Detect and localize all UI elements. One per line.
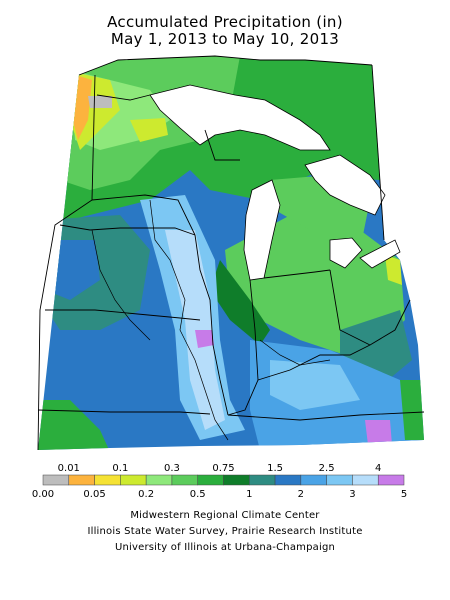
legend-swatch [274,474,302,486]
legend-top-label: 0.3 [164,463,180,474]
legend-swatch [326,474,353,486]
legend-top-labels: 0.01 0.1 0.3 0.75 1.5 2.5 4 [58,463,382,474]
legend-bottom-label: 0.05 [83,489,105,500]
legend-swatch [249,474,276,486]
credit-line-1: Midwestern Regional Climate Center [130,510,320,521]
credit-line-3: University of Illinois at Urbana-Champai… [114,542,336,553]
legend-swatch [42,474,70,486]
legend-bottom-label: 0.5 [190,489,206,500]
legend-swatch [68,474,95,486]
legend-swatch [94,474,121,486]
credit-line-2: Illinois State Water Survey, Prairie Res… [87,526,363,537]
great-lakes [149,84,401,281]
legend-swatch [171,474,198,486]
legend-bottom-label: 0.00 [32,489,54,500]
map-title: Accumulated Precipitation (in) [107,13,343,31]
legend-swatch [352,474,379,486]
precipitation-fill [38,56,424,450]
legend-bottom-label: 0.2 [138,489,154,500]
map-date-range: May 1, 2013 to May 10, 2013 [110,30,340,48]
legend-top-label: 0.75 [212,463,234,474]
legend-bottom-label: 5 [401,489,407,500]
legend-bottom-labels: 0.00 0.05 0.2 0.5 1 2 3 5 [32,489,407,500]
legend-swatch [300,474,327,486]
legend-top-label: 4 [375,463,381,474]
legend-top-label: 0.1 [112,463,128,474]
state-boundaries [37,55,425,451]
legend-swatch [223,474,250,486]
legend-swatch [197,474,224,486]
legend-top-label: 2.5 [319,463,335,474]
rivers [91,199,331,441]
legend-colorbar [42,474,405,486]
legend-swatch [120,474,147,486]
legend-bottom-label: 1 [246,489,252,500]
legend-swatch [377,474,405,486]
legend-bottom-label: 2 [298,489,304,500]
legend-bottom-label: 3 [349,489,355,500]
legend-top-label: 0.01 [58,463,80,474]
legend-swatch [145,474,173,486]
legend-top-label: 1.5 [267,463,283,474]
